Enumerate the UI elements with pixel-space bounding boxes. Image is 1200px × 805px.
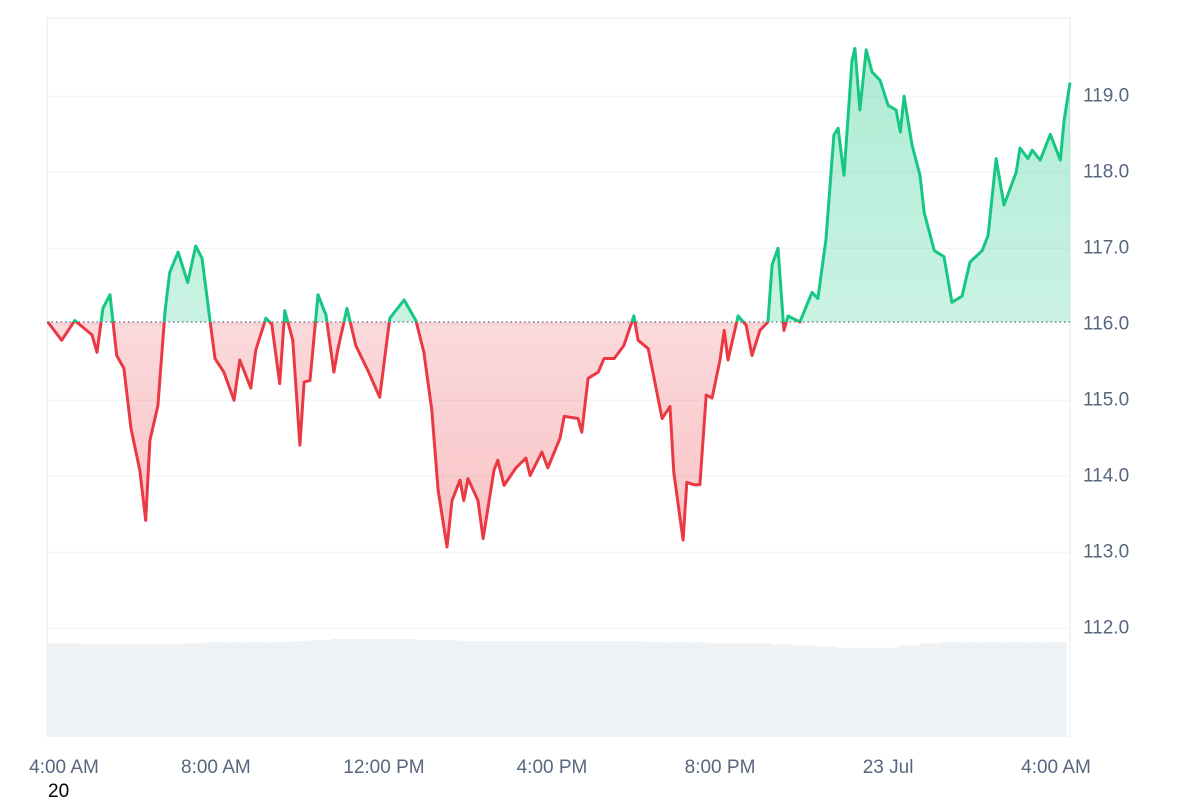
volume-bar: [583, 641, 605, 737]
x-tick-label: 4:00 PM: [517, 757, 588, 778]
volume-bar: [373, 639, 395, 737]
price-line-down: [46, 322, 802, 549]
y-tick-label: 119.0: [1083, 85, 1129, 106]
volume-bar: [646, 642, 668, 737]
volume-bar: [478, 641, 500, 737]
volume-bar: [562, 641, 584, 737]
x-tick-label: 12:00 PM: [343, 757, 424, 778]
volume-bar: [142, 644, 164, 737]
volume-bar: [58, 643, 80, 737]
volume-bar: [184, 643, 206, 737]
volume-bar: [835, 647, 857, 737]
volume-bar: [352, 639, 374, 737]
footnote: 20: [48, 781, 69, 800]
volume-bar: [793, 645, 815, 737]
volume-bar: [457, 641, 479, 737]
volume-bar: [961, 642, 983, 737]
volume-bar: [247, 642, 269, 737]
volume-bar: [709, 643, 731, 737]
volume-bar: [47, 643, 59, 737]
y-tick-label: 117.0: [1083, 237, 1129, 258]
volume-bar: [100, 644, 122, 737]
x-tick-label: 23 Jul: [863, 757, 914, 778]
volume-bar: [814, 646, 836, 737]
y-tick-label: 113.0: [1083, 541, 1129, 562]
volume-bar: [982, 642, 1004, 737]
x-tick-label: 8:00 AM: [181, 757, 251, 778]
volume-bar: [667, 642, 689, 737]
volume-bar: [121, 644, 143, 737]
volume-bar: [268, 642, 290, 737]
x-tick-label: 8:00 PM: [685, 757, 756, 778]
volume-bar: [310, 640, 332, 737]
volume-bar: [289, 641, 311, 737]
volume-bar: [79, 644, 101, 737]
area-up: [47, 48, 1070, 323]
volume-bar: [205, 642, 227, 737]
y-tick-label: 114.0: [1083, 465, 1129, 486]
y-tick-label: 116.0: [1083, 313, 1129, 334]
volume-bar: [688, 642, 710, 737]
volume-bar: [877, 647, 899, 737]
volume-bar: [940, 642, 962, 737]
volume-bar: [1003, 642, 1025, 737]
volume-bar: [541, 641, 563, 737]
volume-bar: [226, 642, 248, 737]
x-tick-label: 4:00 AM: [29, 757, 99, 778]
volume-bar: [520, 641, 542, 737]
y-tick-label: 112.0: [1083, 617, 1129, 638]
y-tick-label: 118.0: [1083, 161, 1129, 182]
volume-bar: [436, 640, 458, 737]
y-tick-label: 115.0: [1083, 389, 1129, 410]
volume-bar: [1045, 642, 1067, 737]
volume-bar: [331, 639, 353, 737]
area-down: [47, 322, 1070, 547]
volume-bar: [898, 645, 920, 737]
x-tick-label: 4:00 AM: [1021, 757, 1091, 778]
volume-bar: [394, 639, 416, 737]
volume-bar: [604, 641, 626, 737]
volume-bar: [919, 643, 941, 737]
volume-bar: [625, 641, 647, 737]
volume-bar: [499, 641, 521, 737]
volume-bar: [856, 647, 878, 737]
volume-bar: [163, 644, 185, 737]
volume-bar: [751, 643, 773, 737]
volume-bar: [772, 644, 794, 737]
volume-bar: [730, 643, 752, 737]
volume-bar: [415, 640, 437, 737]
price-line-up: [47, 46, 1072, 323]
volume-bar: [1024, 642, 1046, 737]
